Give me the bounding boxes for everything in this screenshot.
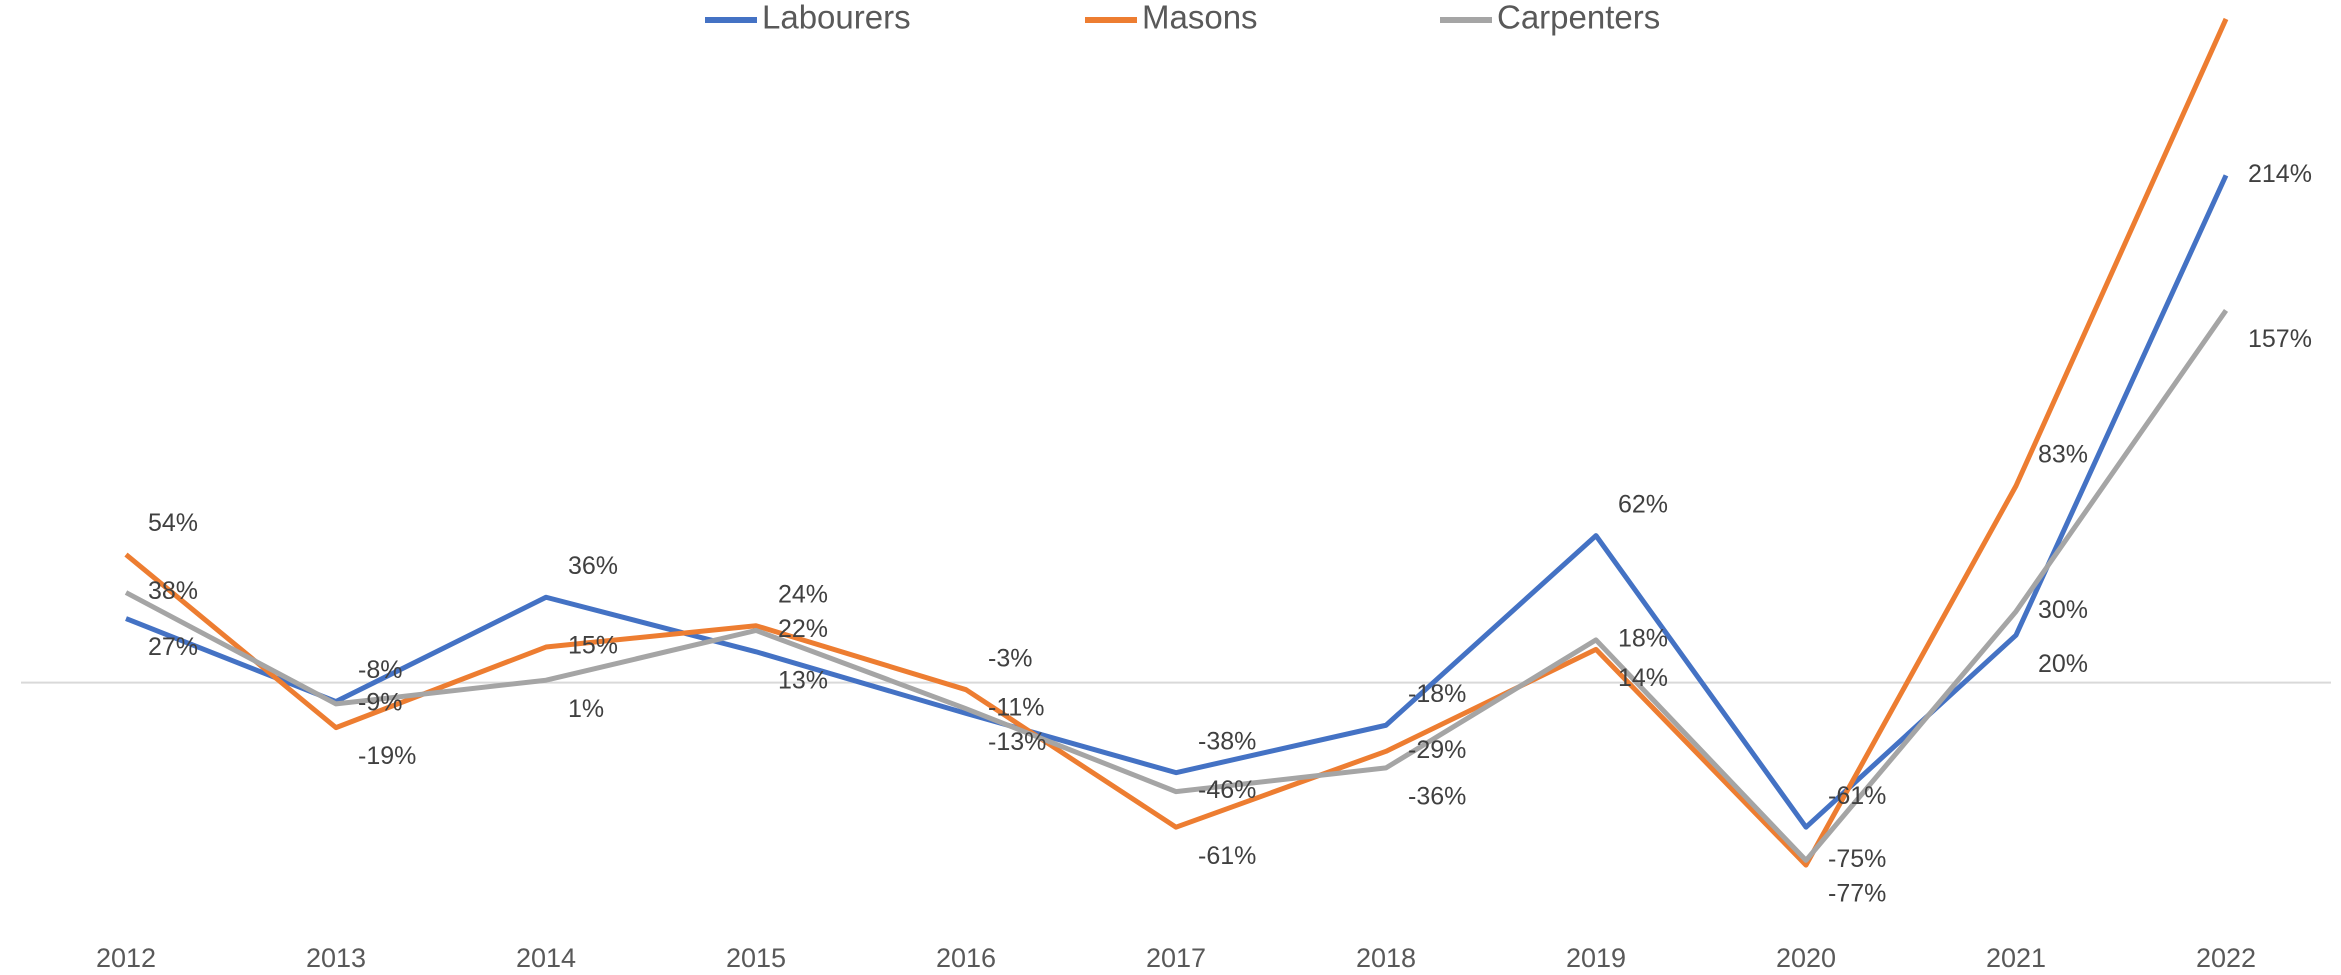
x-tick-label: 2015 bbox=[726, 943, 786, 973]
data-label: 54% bbox=[148, 509, 198, 537]
data-label: 14% bbox=[1618, 664, 1668, 692]
data-label: 20% bbox=[2038, 650, 2088, 678]
x-tick-label: 2017 bbox=[1146, 943, 1206, 973]
data-label: 15% bbox=[568, 632, 618, 660]
data-label: -77% bbox=[1828, 880, 1886, 908]
series-line bbox=[124, 17, 2229, 868]
data-label: -8% bbox=[358, 656, 402, 684]
data-label: -9% bbox=[358, 689, 402, 717]
legend-label: Masons bbox=[1142, 0, 1258, 36]
data-label: 83% bbox=[2038, 440, 2088, 468]
data-label: -38% bbox=[1198, 727, 1256, 755]
data-label: 1% bbox=[568, 695, 604, 723]
data-label: -18% bbox=[1408, 680, 1466, 708]
legend-label: Labourers bbox=[762, 0, 911, 36]
x-tick-label: 2018 bbox=[1356, 943, 1416, 973]
data-label: -61% bbox=[1198, 842, 1256, 870]
data-label: -3% bbox=[988, 644, 1032, 672]
x-tick-label: 2020 bbox=[1776, 943, 1836, 973]
data-label: 36% bbox=[568, 552, 618, 580]
data-label: -75% bbox=[1828, 845, 1886, 873]
x-tick-label: 2019 bbox=[1566, 943, 1626, 973]
x-tick-label: 2014 bbox=[516, 943, 576, 973]
data-label: 38% bbox=[148, 577, 198, 605]
data-label: 62% bbox=[1618, 490, 1668, 518]
legend-label: Carpenters bbox=[1497, 0, 1660, 36]
data-label: -13% bbox=[988, 728, 1046, 756]
series-line bbox=[125, 174, 2229, 830]
data-label: -29% bbox=[1408, 736, 1466, 764]
data-label: 214% bbox=[2248, 160, 2312, 188]
data-label: 24% bbox=[778, 580, 828, 608]
x-tick-label: 2022 bbox=[2196, 943, 2256, 973]
data-label: 30% bbox=[2038, 596, 2088, 624]
x-tick-label: 2021 bbox=[1986, 943, 2046, 973]
data-label: 27% bbox=[148, 633, 198, 661]
data-label: -11% bbox=[988, 693, 1045, 721]
x-tick-label: 2016 bbox=[936, 943, 996, 973]
data-label: 157% bbox=[2248, 325, 2312, 353]
series-line bbox=[124, 309, 2229, 863]
data-label: -19% bbox=[358, 742, 416, 770]
data-label: 13% bbox=[778, 666, 828, 694]
data-label: 22% bbox=[778, 615, 828, 643]
data-label: -46% bbox=[1198, 776, 1256, 804]
x-tick-label: 2012 bbox=[96, 943, 156, 973]
data-label: 18% bbox=[1618, 625, 1668, 653]
data-label: -61% bbox=[1828, 782, 1886, 810]
data-label: 280% bbox=[2248, 0, 2312, 2]
x-tick-label: 2013 bbox=[306, 943, 366, 973]
data-label: -36% bbox=[1408, 783, 1466, 811]
